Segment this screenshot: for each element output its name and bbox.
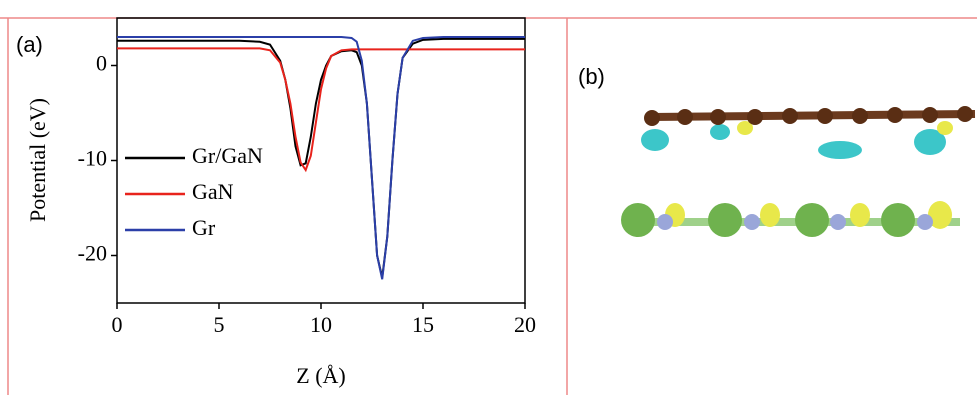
y-tick-label: 0 xyxy=(96,51,107,76)
line-series xyxy=(117,48,525,170)
panel-label: (a) xyxy=(16,32,43,57)
x-tick-label: 0 xyxy=(112,312,123,337)
structure-image xyxy=(621,106,975,237)
legend-label: Gr/GaN xyxy=(192,143,263,168)
x-tick-label: 10 xyxy=(310,312,332,337)
x-tick-label: 15 xyxy=(412,312,434,337)
plot-frame xyxy=(117,18,525,303)
x-tick-label: 5 xyxy=(214,312,225,337)
y-tick-label: -20 xyxy=(78,241,107,266)
legend-label: Gr xyxy=(192,215,216,240)
figure: (a) (b) Z (Å) Potential (eV) 0 5 10 15 20 -20… xyxy=(0,0,977,395)
y-axis-label: Potential (eV) xyxy=(25,98,50,222)
x-axis-label: Z (Å) xyxy=(296,363,345,388)
x-tick-label: 20 xyxy=(514,312,536,337)
panel-label: (b) xyxy=(578,64,605,89)
legend-label: GaN xyxy=(192,179,234,204)
y-tick-label: -10 xyxy=(78,146,107,171)
